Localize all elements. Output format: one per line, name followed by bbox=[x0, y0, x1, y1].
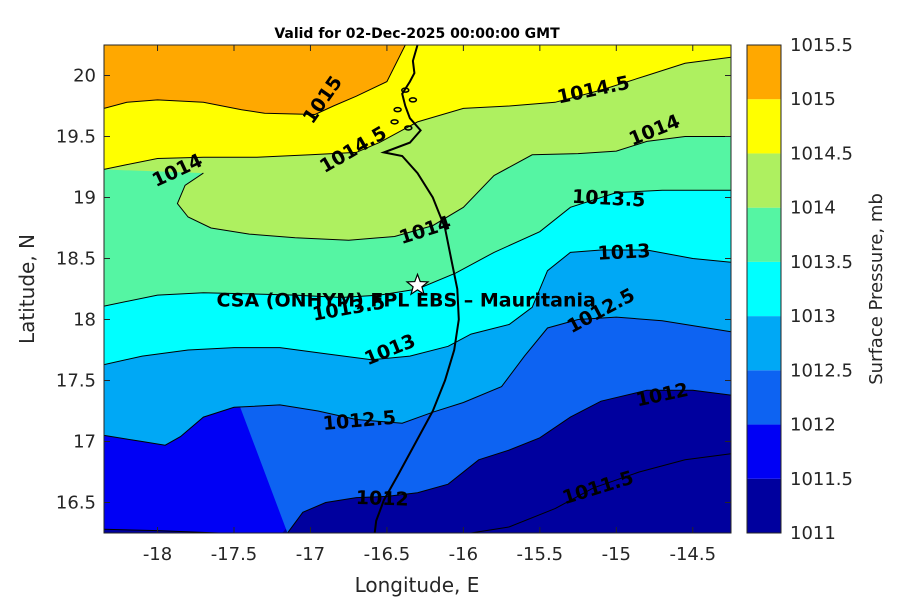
pressure-band bbox=[104, 45, 406, 115]
isobar-line bbox=[287, 389, 731, 533]
isobar-line bbox=[104, 528, 232, 533]
coastline bbox=[373, 45, 460, 533]
colorbar-swatch bbox=[747, 99, 781, 154]
colorbar-tick-label: 1014 bbox=[790, 198, 836, 219]
colorbar-swatch bbox=[747, 207, 781, 262]
x-tick-label: -15 bbox=[602, 544, 631, 565]
isobar-line bbox=[470, 453, 731, 533]
isobar-line bbox=[176, 136, 731, 241]
colorbar-swatch bbox=[747, 153, 781, 208]
y-tick-label: 17.5 bbox=[56, 371, 96, 392]
isobar-label: 1013 bbox=[597, 240, 651, 265]
y-tick-label: 17 bbox=[73, 432, 96, 453]
island bbox=[404, 125, 413, 131]
x-tick-label: -17.5 bbox=[211, 544, 258, 565]
colorbar-tick-label: 1013.5 bbox=[790, 252, 853, 273]
isobar-label: 1012 bbox=[355, 487, 409, 511]
isobar-line bbox=[104, 56, 731, 170]
colorbar-swatch bbox=[747, 316, 781, 371]
island bbox=[393, 106, 402, 113]
colorbar-swatch bbox=[747, 370, 781, 425]
colorbar-frame bbox=[746, 44, 782, 534]
y-tick-label: 20 bbox=[73, 66, 96, 87]
y-tick-label: 18.5 bbox=[56, 249, 96, 270]
island bbox=[390, 119, 399, 125]
colorbar-tick-label: 1015.5 bbox=[790, 35, 853, 56]
colorbar-swatch bbox=[747, 45, 781, 100]
island bbox=[408, 97, 418, 103]
plot-frame bbox=[103, 44, 732, 534]
x-tick-label: -18 bbox=[143, 544, 172, 565]
colorbar-tick-label: 1014.5 bbox=[790, 143, 853, 164]
y-tick-label: 16.5 bbox=[56, 493, 96, 514]
colorbar-tick-label: 1013 bbox=[790, 306, 836, 327]
y-tick-label: 19 bbox=[73, 188, 96, 209]
colorbar-swatch bbox=[747, 261, 781, 317]
colorbar-tick-label: 1012 bbox=[790, 415, 836, 436]
colorbar-tick-label: 1012.5 bbox=[790, 360, 853, 381]
pressure-band bbox=[471, 453, 731, 533]
y-tick-label: 18 bbox=[73, 310, 96, 331]
colorbar-tick-label: 1015 bbox=[790, 89, 836, 110]
x-tick-label: -16.5 bbox=[364, 544, 411, 565]
island bbox=[401, 87, 410, 93]
x-tick-label: -14.5 bbox=[669, 544, 716, 565]
isobar-line bbox=[104, 45, 406, 116]
station-star-marker[interactable] bbox=[405, 272, 430, 296]
x-tick-label: -16 bbox=[449, 544, 478, 565]
map-title: Valid for 02-Dec-2025 00:00:00 GMT bbox=[274, 26, 560, 42]
y-tick-label: 19.5 bbox=[56, 127, 96, 148]
colorbar-swatch bbox=[747, 424, 781, 479]
colorbar-swatch bbox=[747, 478, 781, 533]
colorbar-tick-label: 1011.5 bbox=[790, 469, 853, 490]
y-axis-label: Latitude, N bbox=[15, 234, 39, 344]
colorbar: 1011 1011.5 1012 1012.5 1013 1013.5 1014 1014.5… bbox=[746, 35, 853, 544]
x-axis: -18 -17.5 -17 -16.5 -16 -15.5 -15 -14.5 bbox=[143, 45, 716, 565]
isobar-line bbox=[104, 249, 731, 366]
y-axis: 16.5 17 17.5 18 18.5 19 19.5 20 bbox=[56, 66, 731, 514]
isobar-line bbox=[104, 316, 731, 446]
colorbar-tick-label: 1011 bbox=[790, 523, 836, 544]
colorbar-label: Surface Pressure, mb bbox=[866, 193, 887, 385]
x-axis-label: Longitude, E bbox=[355, 573, 480, 597]
isobar-label: 1013.5 bbox=[572, 186, 646, 212]
station-label: CSA (ONHYM) FPL EBS – Mauritania bbox=[217, 289, 596, 311]
x-tick-label: -17 bbox=[296, 544, 325, 565]
x-tick-label: -15.5 bbox=[517, 544, 564, 565]
